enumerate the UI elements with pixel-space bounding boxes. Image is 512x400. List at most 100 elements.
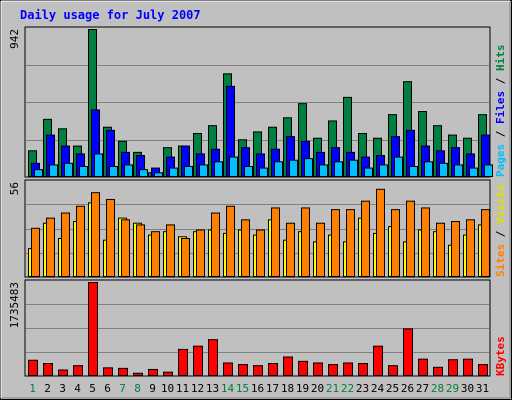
bar-hits-pages-day-9	[154, 172, 163, 177]
bar-visits-sites-day-24	[376, 188, 385, 278]
bar-kbytes-kbytes-day-18	[283, 356, 293, 376]
bar-kbytes-kbytes-day-15	[238, 364, 248, 377]
bar-visits-sites-day-1	[31, 227, 40, 278]
bar-kbytes-kbytes-day-28	[433, 366, 443, 376]
bar-visits-sites-day-31	[481, 209, 490, 277]
bar-kbytes-kbytes-day-7	[118, 367, 128, 376]
bar-kbytes-kbytes-day-31	[478, 364, 488, 377]
side-label-part-kbytes-0: KBytes	[494, 336, 507, 376]
bar-kbytes-kbytes-day-20	[313, 362, 323, 377]
bar-hits-pages-day-25	[394, 156, 403, 178]
x-tick-day-20: 20	[311, 382, 324, 395]
bar-visits-sites-day-25	[391, 209, 400, 277]
bar-hits-pages-day-13	[214, 161, 223, 177]
bar-visits-sites-day-3	[61, 212, 70, 278]
x-tick-day-21: 21	[326, 382, 339, 395]
bar-visits-sites-day-11	[181, 237, 190, 278]
bar-visits-sites-day-16	[256, 229, 265, 277]
bar-hits-pages-day-4	[79, 166, 88, 177]
bar-kbytes-kbytes-day-14	[223, 362, 233, 377]
bar-hits-pages-day-11	[184, 166, 193, 177]
side-label-visits: Sites / Visits	[494, 184, 507, 277]
x-tick-day-11: 11	[176, 382, 189, 395]
bar-visits-sites-day-10	[166, 224, 175, 278]
x-tick-day-29: 29	[446, 382, 459, 395]
side-label-part-hits-0: Pages	[494, 144, 507, 177]
x-tick-day-12: 12	[191, 382, 204, 395]
bar-kbytes-kbytes-day-12	[193, 345, 203, 377]
bar-kbytes-kbytes-day-3	[58, 369, 68, 376]
bar-kbytes-kbytes-day-29	[448, 359, 458, 377]
bar-visits-sites-day-17	[271, 207, 280, 277]
bar-hits-pages-day-10	[169, 167, 178, 177]
bar-visits-sites-day-4	[76, 205, 85, 277]
bar-kbytes-kbytes-day-10	[163, 371, 173, 376]
bar-hits-pages-day-7	[124, 164, 133, 178]
bar-visits-sites-day-8	[136, 224, 145, 278]
side-label-part-hits-1: /	[494, 124, 507, 144]
bar-hits-pages-day-27	[424, 161, 433, 177]
x-tick-day-22: 22	[341, 382, 354, 395]
x-tick-day-3: 3	[59, 382, 66, 395]
x-tick-day-4: 4	[74, 382, 81, 395]
bar-kbytes-kbytes-day-16	[253, 365, 263, 376]
bar-hits-pages-day-31	[484, 164, 493, 178]
bar-hits-pages-day-22	[349, 159, 358, 177]
bar-hits-pages-day-8	[139, 169, 148, 178]
bar-visits-sites-day-18	[286, 222, 295, 277]
bar-hits-pages-day-14	[229, 156, 238, 178]
series-side-labels: Pages / Files / Hits Sites / Visits KBytes	[494, 45, 507, 377]
x-tick-day-16: 16	[251, 382, 264, 395]
bar-kbytes-kbytes-day-13	[208, 339, 218, 377]
side-label-part-hits-2: Files	[494, 91, 507, 124]
x-tick-day-5: 5	[89, 382, 96, 395]
y-max-label-hits: 942	[8, 29, 21, 49]
x-tick-day-7: 7	[119, 382, 126, 395]
x-tick-day-1: 1	[29, 382, 36, 395]
bar-hits-pages-day-6	[109, 166, 118, 177]
bar-hits-pages-day-19	[304, 158, 313, 178]
bar-kbytes-kbytes-day-9	[148, 368, 158, 377]
bar-visits-sites-day-29	[451, 221, 460, 277]
bar-kbytes-kbytes-day-19	[298, 360, 308, 377]
x-tick-day-28: 28	[431, 382, 444, 395]
side-label-part-visits-2: Visits	[494, 184, 507, 224]
bar-hits-pages-day-30	[469, 167, 478, 177]
bar-hits-pages-day-5	[94, 153, 103, 177]
side-label-part-visits-0: Sites	[494, 244, 507, 277]
side-label-part-hits-4: Hits	[494, 45, 507, 72]
bar-kbytes-kbytes-day-17	[268, 363, 278, 376]
bar-kbytes-kbytes-day-23	[358, 363, 368, 376]
bar-kbytes-kbytes-day-8	[133, 372, 143, 376]
bar-visits-sites-day-23	[361, 200, 370, 278]
bar-kbytes-kbytes-day-21	[328, 364, 338, 377]
bar-hits-pages-day-28	[439, 162, 448, 178]
bar-visits-sites-day-30	[466, 219, 475, 277]
bar-kbytes-kbytes-day-24	[373, 345, 383, 377]
chart-title: Daily usage for July 2007	[20, 8, 201, 22]
bar-hits-pages-day-2	[49, 164, 58, 178]
side-label-hits: Pages / Files / Hits	[494, 45, 507, 178]
bar-kbytes-kbytes-day-6	[103, 367, 113, 377]
bar-hits-pages-day-26	[409, 166, 418, 177]
x-tick-day-25: 25	[386, 382, 399, 395]
x-tick-day-13: 13	[206, 382, 219, 395]
bar-kbytes-kbytes-day-26	[403, 328, 413, 376]
bar-kbytes-kbytes-day-2	[43, 363, 53, 376]
bar-hits-pages-day-1	[34, 169, 43, 178]
x-tick-day-27: 27	[416, 382, 429, 395]
bar-hits-pages-day-12	[199, 164, 208, 178]
bar-visits-sites-day-7	[121, 219, 130, 277]
x-tick-day-24: 24	[371, 382, 385, 395]
x-tick-day-9: 9	[149, 382, 156, 395]
y-max-label-visits: 56	[8, 182, 21, 195]
x-tick-day-14: 14	[221, 382, 235, 395]
bar-visits-sites-day-6	[106, 198, 115, 277]
bar-hits-pages-day-17	[274, 161, 283, 177]
bar-kbytes-kbytes-day-11	[178, 348, 188, 377]
bar-kbytes-kbytes-day-5	[88, 282, 98, 376]
bar-visits-sites-day-13	[211, 212, 220, 278]
bar-hits-pages-day-23	[364, 167, 373, 177]
bar-kbytes-kbytes-day-27	[418, 358, 428, 377]
